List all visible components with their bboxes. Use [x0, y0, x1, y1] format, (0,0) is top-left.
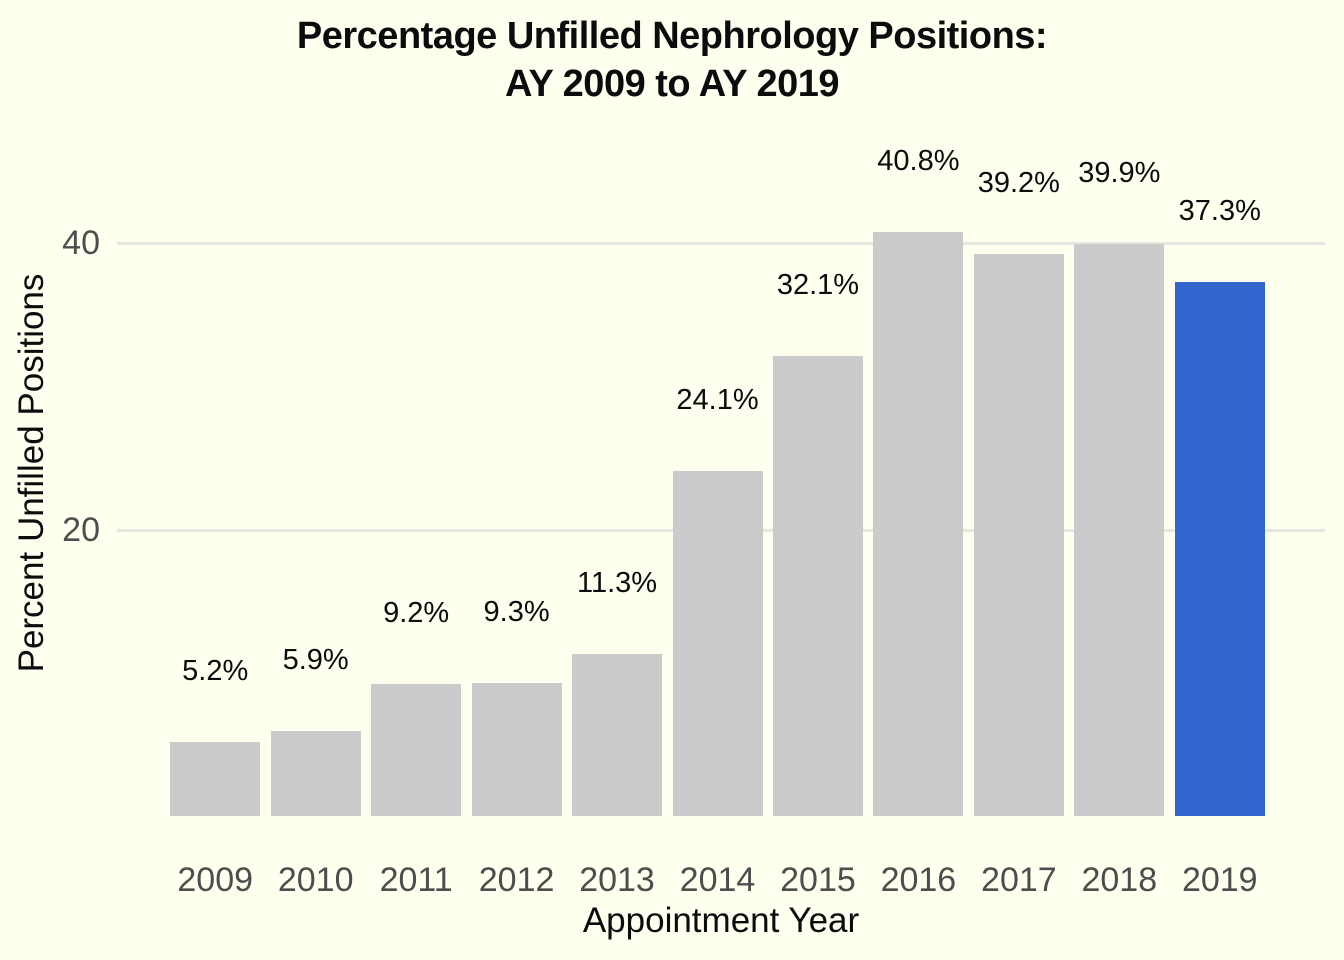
bar-value-label-2015: 32.1%	[776, 269, 860, 302]
y-axis-title: Percent Unfilled Positions	[12, 273, 51, 673]
bar-value-label-2011: 9.2%	[383, 597, 450, 630]
x-tick-label-2009: 2009	[177, 861, 254, 899]
bar-2011	[371, 684, 462, 816]
x-tick-label-2017: 2017	[981, 861, 1057, 899]
gridline-y-40	[117, 242, 1325, 245]
bar-value-label-2009: 5.2%	[182, 654, 249, 687]
bar-value-label-2010: 5.9%	[282, 644, 349, 677]
x-tick-label-2016: 2016	[880, 861, 957, 899]
bar-2010	[270, 731, 361, 816]
bar-2019	[1174, 281, 1265, 816]
x-tick-label-2018: 2018	[1081, 861, 1158, 899]
y-tick-label-20: 20	[62, 510, 100, 549]
x-tick-label-2011: 2011	[379, 861, 453, 899]
bar-value-label-2019: 37.3%	[1178, 194, 1261, 227]
bar-2014	[672, 470, 763, 816]
chart-title-line-1: Percentage Unfilled Nephrology Positions…	[296, 15, 1048, 57]
bar-value-label-2012: 9.3%	[483, 595, 550, 628]
chart-title: Percentage Unfilled Nephrology Positions…	[0, 12, 1344, 108]
bar-2016	[873, 231, 964, 816]
bar-2015	[772, 356, 863, 816]
bar-2009	[170, 741, 261, 816]
x-tick-label-2010: 2010	[277, 861, 354, 899]
bar-value-label-2018: 39.9%	[1078, 157, 1161, 190]
bar-2018	[1074, 244, 1165, 816]
bar-2013	[572, 654, 663, 816]
x-tick-label-2014: 2014	[679, 861, 756, 899]
bar-value-label-2014: 24.1%	[676, 383, 759, 416]
bar-value-label-2017: 39.2%	[977, 167, 1060, 200]
bar-value-label-2013: 11.3%	[576, 567, 658, 600]
x-tick-label-2013: 2013	[579, 861, 655, 899]
bar-2012	[471, 682, 562, 816]
bar-2017	[973, 254, 1064, 816]
bar-value-label-2016: 40.8%	[877, 144, 960, 177]
x-tick-label-2012: 2012	[478, 861, 555, 899]
x-tick-label-2019: 2019	[1181, 861, 1258, 899]
x-tick-label-2015: 2015	[780, 861, 856, 899]
y-tick-label-40: 40	[62, 224, 100, 262]
chart-title-line-2: AY 2009 to AY 2019	[505, 63, 839, 105]
x-axis-title: Appointment Year	[582, 901, 860, 940]
